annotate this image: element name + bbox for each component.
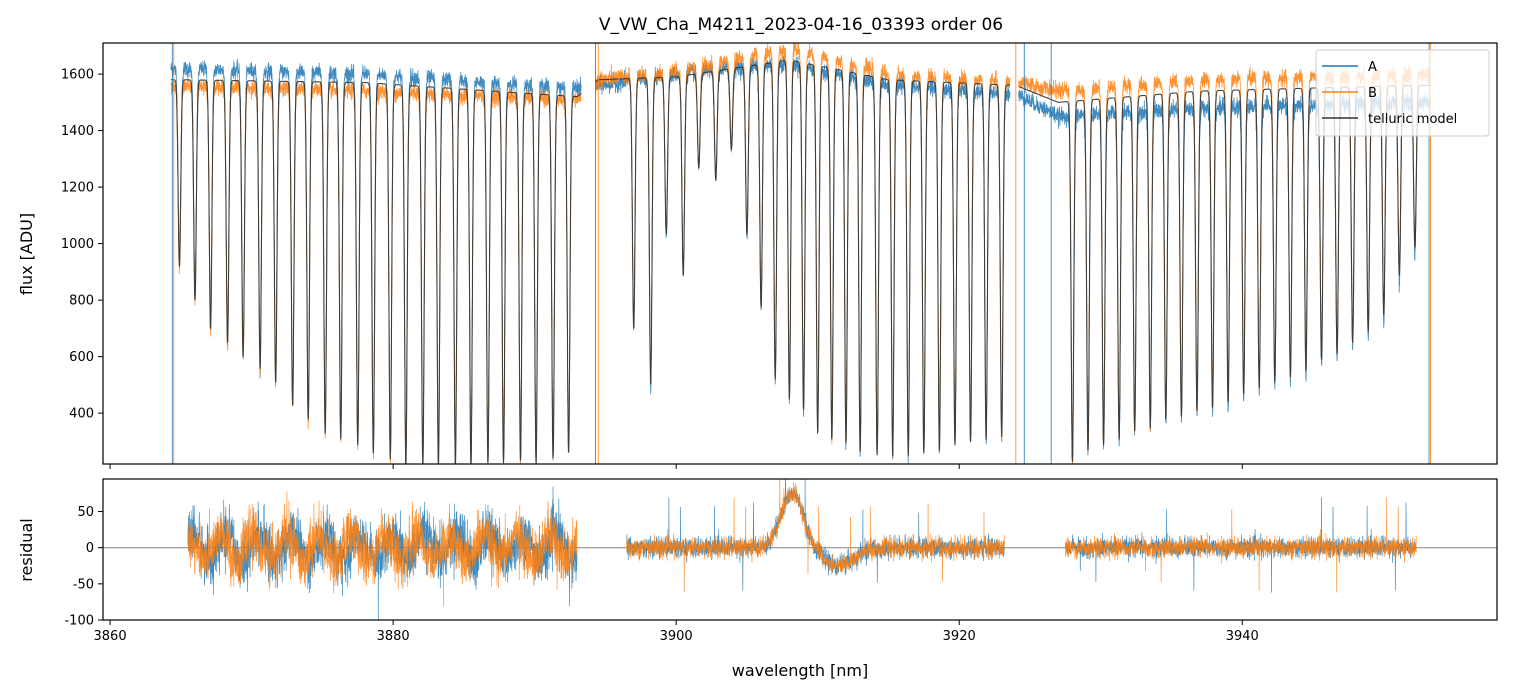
legend: A B telluric model (1315, 49, 1490, 137)
x-tick-label: 3940 (1226, 629, 1259, 644)
chart-title: V_VW_Cha_M4211_2023-04-16_03393 order 06 (599, 15, 1003, 35)
spectrum-panel: 400 600 800 1000 1200 1400 1600 flux [ADU] A B… (17, 42, 1498, 469)
legend-label-b: B (1368, 86, 1377, 101)
x-tick-label: 3920 (943, 629, 976, 644)
residual-panel: -100 -50 0 50 3860 3880 3900 3920 3940 residual… (17, 478, 1498, 680)
x-tick-label: 3900 (660, 629, 693, 644)
y-tick-label: 1000 (61, 237, 94, 252)
residual-y-ticks: -100 -50 0 50 (64, 505, 103, 629)
y-tick-label: 800 (69, 294, 94, 309)
residual-x-ticks: 3860 3880 3900 3920 3940 (94, 620, 1259, 644)
legend-label-a: A (1368, 60, 1377, 75)
residual-plot-area (103, 479, 1497, 620)
y-tick-label: -100 (64, 614, 94, 629)
y-tick-label: 600 (69, 350, 94, 365)
spectrum-x-ticks (109, 464, 1243, 469)
y-tick-label: 400 (69, 407, 94, 422)
spectrum-y-axis-label: flux [ADU] (17, 213, 36, 295)
residual-axes-frame (102, 478, 1498, 621)
y-tick-label: 1400 (61, 124, 94, 139)
legend-box (1315, 49, 1490, 137)
x-axis-label: wavelength [nm] (732, 661, 869, 680)
residual-y-axis-label: residual (17, 518, 36, 581)
spectrum-plot-area (170, 43, 1431, 464)
y-tick-label: 1600 (61, 68, 94, 83)
spectrum-axes-frame (102, 42, 1498, 465)
x-tick-label: 3880 (377, 629, 410, 644)
spectrum-y-ticks: 400 600 800 1000 1200 1400 1600 (61, 68, 103, 422)
x-tick-label: 3860 (94, 629, 127, 644)
telluric-model-line (170, 60, 1431, 464)
y-tick-label: 0 (86, 541, 94, 556)
y-tick-label: -50 (73, 577, 94, 592)
y-tick-label: 1200 (61, 181, 94, 196)
residual-b-line (187, 479, 1417, 607)
legend-label-telluric: telluric model (1368, 112, 1457, 127)
y-tick-label: 50 (77, 505, 94, 520)
